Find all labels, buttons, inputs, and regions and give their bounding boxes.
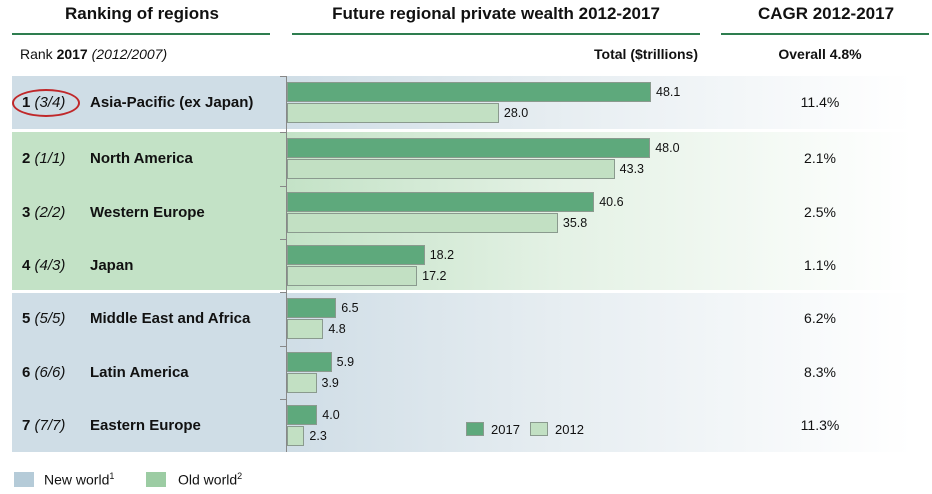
wealth-header-rule: [292, 33, 700, 35]
overall-subheader: Overall 4.8%: [778, 46, 862, 62]
legend-label-2012: 2012: [555, 422, 584, 437]
region-row-label: 7 (7/7) Eastern Europe: [22, 416, 201, 434]
cagr-value: 8.3%: [804, 363, 836, 380]
bar-2017: [287, 192, 595, 212]
bar-2017: [287, 82, 651, 102]
bar-2017: [287, 298, 337, 318]
bar-value-label-2012: 4.8: [328, 322, 346, 336]
cagr-value: 2.5%: [804, 203, 836, 220]
rank-previous: (1/1): [34, 149, 66, 167]
rank-previous: (5/5): [34, 309, 66, 327]
bar-2017: [287, 245, 425, 265]
bar-2017: [287, 405, 318, 425]
legend-swatch-2012: [530, 422, 548, 436]
rank-prefix: Rank: [20, 46, 57, 62]
ranking-header: Ranking of regions: [65, 4, 219, 23]
rank-previous: (6/6): [34, 363, 66, 381]
bar-2012: [287, 266, 418, 286]
rank-previous: (4/3): [34, 256, 66, 274]
region-name: Asia-Pacific (ex Japan): [90, 93, 254, 111]
cagr-value: 11.3%: [800, 416, 840, 433]
rank-2017: 2: [22, 149, 31, 167]
wealth-header: Future regional private wealth 2012-2017: [332, 4, 660, 23]
new-world-band: [12, 293, 912, 452]
total-subheader: Total ($trillions): [594, 46, 698, 62]
cagr-value: 11.4%: [800, 93, 840, 110]
region-row-label: 2 (1/1) North America: [22, 149, 193, 167]
bar-value-label-2017: 4.0: [322, 408, 340, 422]
bar-2012: [287, 213, 558, 233]
ranking-header-rule: [12, 33, 270, 35]
old-world-swatch: [146, 472, 166, 487]
region-name: North America: [90, 149, 193, 167]
old-world-label: Old world2: [178, 471, 243, 488]
bar-2012: [287, 159, 615, 179]
axis-tick: [280, 186, 286, 187]
bar-value-label-2017: 5.9: [336, 355, 355, 369]
bar-2017: [287, 352, 332, 372]
new-world-label: New world1: [44, 471, 115, 488]
rank-2017: 4: [22, 256, 31, 274]
cagr-value: 1.1%: [804, 256, 836, 273]
bar-2012: [287, 373, 317, 393]
region-row-label: 6 (6/6) Latin America: [22, 363, 189, 381]
region-row-label: 4 (4/3) Japan: [22, 256, 133, 274]
region-name: Latin America: [90, 363, 189, 381]
cagr-header: CAGR 2012-2017: [757, 4, 895, 23]
axis-tick: [280, 239, 286, 240]
region-name: Western Europe: [90, 203, 205, 221]
rank-previous-years: (2012/2007): [91, 46, 168, 62]
y-axis-line: [286, 76, 287, 452]
bar-2012: [287, 319, 324, 339]
legend-label-2017: 2017: [491, 422, 520, 437]
bar-2012: [287, 426, 305, 446]
rank-year: 2017: [56, 46, 88, 62]
new-world-swatch: [14, 472, 34, 487]
rank-2017: 5: [22, 309, 31, 327]
region-row-label: 5 (5/5) Middle East and Africa: [22, 309, 250, 327]
highlight-circle: [12, 88, 80, 117]
bar-value-label-2012: 17.2: [422, 269, 447, 283]
bar-value-label-2017: 18.2: [429, 248, 455, 262]
bar-value-label-2017: 6.5: [341, 301, 359, 315]
bar-value-label-2017: 48.0: [655, 141, 680, 155]
region-name: Japan: [90, 256, 134, 274]
region-row-label: 3 (2/2) Western Europe: [22, 203, 205, 221]
axis-tick: [280, 132, 286, 133]
bar-value-label-2017: 40.6: [599, 195, 624, 209]
bar-value-label-2012: 3.9: [321, 376, 339, 390]
rank-subheader: Rank 2017 (2012/2007): [20, 46, 167, 62]
axis-tick: [280, 346, 286, 347]
bar-value-label-2017: 48.1: [656, 85, 681, 99]
bar-value-label-2012: 35.8: [562, 216, 588, 230]
bar-2012: [287, 103, 499, 123]
rank-2017: 6: [22, 363, 31, 381]
cagr-value: 2.1%: [804, 149, 836, 166]
axis-tick: [280, 292, 286, 293]
rank-previous: (7/7): [34, 416, 66, 434]
cagr-value: 6.2%: [804, 309, 836, 326]
bar-value-label-2012: 28.0: [503, 106, 529, 120]
region-name: Eastern Europe: [90, 416, 201, 434]
legend-swatch-2017: [466, 422, 484, 436]
axis-tick: [280, 76, 286, 77]
rank-2017: 7: [22, 416, 31, 434]
rank-previous: (2/2): [34, 203, 66, 221]
bar-value-label-2012: 2.3: [309, 429, 327, 443]
cagr-header-rule: [721, 33, 929, 35]
rank-2017: 3: [22, 203, 31, 221]
axis-tick: [280, 399, 286, 400]
bar-2017: [287, 138, 651, 158]
bar-value-label-2012: 43.3: [619, 162, 645, 176]
region-name: Middle East and Africa: [90, 309, 251, 327]
